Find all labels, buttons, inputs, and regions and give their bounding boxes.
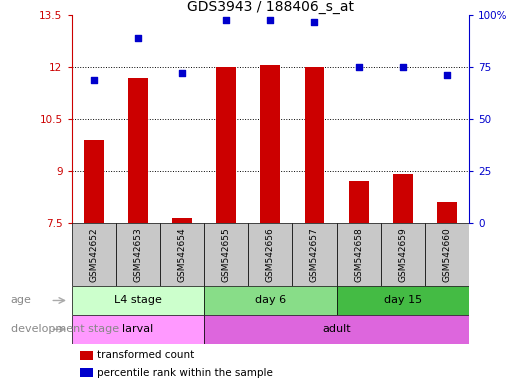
Bar: [84, 140, 103, 223]
Text: L4 stage: L4 stage: [114, 295, 162, 306]
Point: [222, 17, 231, 23]
Bar: [160, 223, 204, 286]
Text: GSM542654: GSM542654: [178, 227, 187, 282]
Text: transformed count: transformed count: [98, 350, 195, 360]
Bar: [305, 67, 324, 223]
Bar: [437, 202, 457, 223]
Bar: [204, 223, 248, 286]
Text: day 15: day 15: [384, 295, 422, 306]
Text: age: age: [11, 295, 31, 306]
Bar: [72, 223, 116, 286]
Bar: [204, 315, 469, 344]
Text: GSM542659: GSM542659: [399, 227, 407, 282]
Text: GSM542652: GSM542652: [89, 227, 98, 282]
Point: [134, 35, 142, 41]
Text: development stage: development stage: [11, 324, 119, 334]
Bar: [128, 78, 148, 223]
Text: percentile rank within the sample: percentile rank within the sample: [98, 367, 273, 377]
Bar: [337, 286, 469, 315]
Text: GSM542658: GSM542658: [354, 227, 363, 282]
Text: GSM542656: GSM542656: [266, 227, 275, 282]
Title: GDS3943 / 188406_s_at: GDS3943 / 188406_s_at: [187, 0, 354, 14]
Point: [178, 70, 186, 76]
Bar: [248, 223, 293, 286]
Bar: [425, 223, 469, 286]
Bar: [116, 223, 160, 286]
Point: [266, 17, 275, 23]
Bar: [393, 174, 413, 223]
Bar: [349, 181, 368, 223]
Text: day 6: day 6: [255, 295, 286, 306]
Point: [399, 64, 407, 70]
Bar: [337, 223, 381, 286]
Text: adult: adult: [322, 324, 351, 334]
Point: [310, 18, 319, 25]
Bar: [72, 286, 204, 315]
Bar: [381, 223, 425, 286]
Point: [443, 73, 451, 79]
Text: larval: larval: [122, 324, 153, 334]
Bar: [216, 67, 236, 223]
Bar: [80, 368, 93, 377]
Bar: [293, 223, 337, 286]
Bar: [260, 66, 280, 223]
Point: [90, 76, 98, 83]
Bar: [72, 315, 204, 344]
Text: GSM542653: GSM542653: [134, 227, 142, 282]
Text: GSM542660: GSM542660: [443, 227, 452, 282]
Point: [355, 64, 363, 70]
Text: GSM542655: GSM542655: [222, 227, 231, 282]
Bar: [204, 286, 337, 315]
Bar: [172, 217, 192, 223]
Bar: [80, 351, 93, 359]
Text: GSM542657: GSM542657: [310, 227, 319, 282]
